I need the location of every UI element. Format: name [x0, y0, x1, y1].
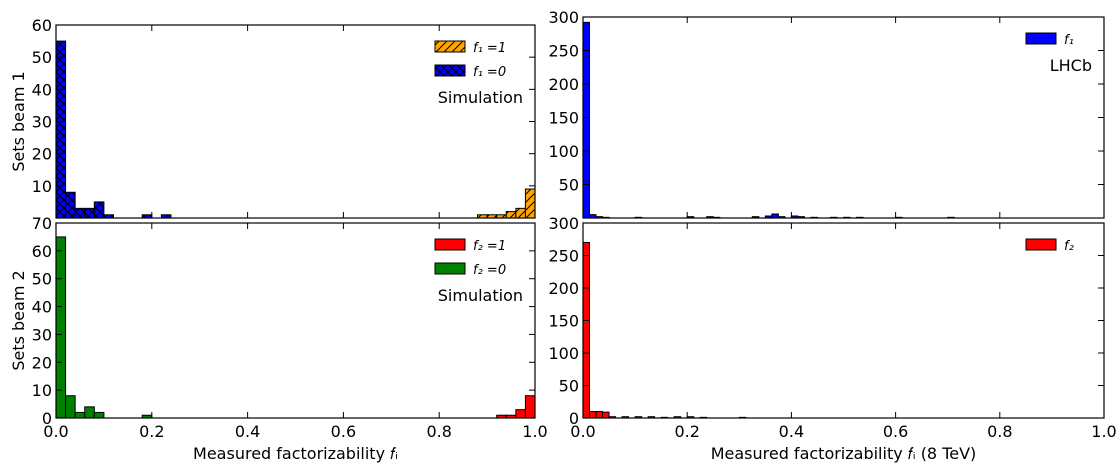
bar-left-bottom-s0-b2 [515, 409, 526, 419]
ytick-label: 250 [548, 247, 579, 266]
x-axis-label: Measured factorizability 𝑓ᵢ (8 TeV) [711, 444, 977, 463]
legend-left-bottom: f₂ =1 f₂ =0 [434, 238, 506, 278]
axes-frame-left-bottom [55, 222, 536, 419]
ytick-label: 20 [32, 145, 52, 164]
panel-annotation: Simulation [438, 286, 523, 305]
ytick-label: 50 [32, 48, 52, 67]
ytick-label: 300 [548, 214, 579, 233]
ytick-label: 100 [548, 344, 579, 363]
xtick-label: 0.4 [235, 422, 260, 441]
ytick-label: 200 [548, 75, 579, 94]
ytick-label: 50 [32, 270, 52, 289]
ytick-label: 40 [32, 80, 52, 99]
axes-frame-right-top [582, 16, 1105, 219]
bar-right-top-s0-b0 [582, 21, 591, 219]
ytick-label: 10 [32, 177, 52, 196]
bar-left-top-s0-b5 [524, 188, 536, 219]
ytick-label: 0 [569, 409, 579, 428]
bar-right-top-s0-b10 [771, 213, 779, 219]
bar-right-bottom-s0-b2 [595, 411, 604, 419]
ytick-label: 250 [548, 42, 579, 61]
bar-left-bottom-s1-b2 [74, 411, 86, 419]
ytick-label: 30 [32, 113, 52, 132]
bar-left-top-s1-b3 [84, 207, 95, 219]
axes-frame-left-top [55, 24, 536, 219]
bar-left-top-s1-b0 [55, 40, 67, 219]
bar-left-top-s1-b1 [65, 191, 76, 219]
xtick-label: 1.0 [522, 422, 547, 441]
bar-left-top-s1-b2 [74, 207, 86, 219]
legend-swatch [434, 40, 466, 53]
legend-swatch [434, 238, 466, 251]
bar-left-top-s0-b4 [515, 207, 526, 219]
ytick-label: 100 [548, 142, 579, 161]
ytick-label: 300 [548, 8, 579, 27]
ytick-label: 60 [32, 242, 52, 261]
bar-right-bottom-s0-b3 [602, 411, 610, 419]
legend-left-top: f₁ =1 f₁ =0 [434, 40, 506, 80]
legend-swatch [434, 262, 466, 275]
legend-label: f₂ =1 [473, 239, 506, 254]
panel-annotation: Simulation [438, 88, 523, 107]
y-axis-label: Sets beam 2 [9, 270, 28, 370]
x-axis-label: Measured factorizability 𝑓ᵢ [193, 444, 398, 463]
y-axis-label: Sets beam 1 [9, 71, 28, 171]
legend-label: f₁ =0 [473, 65, 506, 80]
legend-label: f₁ [1064, 33, 1074, 48]
ytick-label: 0 [42, 409, 52, 428]
bar-left-bottom-s1-b3 [84, 406, 95, 419]
panel-right-top: 50 100 150 200 250 300 f₁ LHCb [548, 8, 1105, 219]
bar-left-top-s0-b3 [505, 211, 517, 219]
ytick-label: 50 [559, 176, 579, 195]
legend-label: f₂ =0 [473, 263, 506, 278]
panel-left-bottom: 0 10 20 30 40 50 60 70 0.0 0.2 0.4 0.6 0.8 1.0 Measure… [9, 214, 548, 463]
bar-left-bottom-s1-b1 [65, 395, 76, 419]
panel-annotation: LHCb [1050, 56, 1092, 75]
bar-left-bottom-s0-b3 [524, 395, 536, 419]
legend-swatch [1025, 238, 1057, 251]
legend-label: f₂ [1064, 239, 1074, 254]
ytick-label: 70 [32, 214, 52, 233]
xtick-label: 0.2 [674, 422, 699, 441]
legend-right-bottom: f₂ [1025, 238, 1074, 254]
bar-right-bottom-s0-b1 [589, 411, 597, 419]
xtick-label: 0.8 [987, 422, 1012, 441]
xtick-label: 0.8 [426, 422, 451, 441]
ytick-label: 40 [32, 298, 52, 317]
ytick-label: 200 [548, 279, 579, 298]
legend-label: f₁ =1 [473, 41, 506, 56]
bar-left-bottom-s1-b4 [93, 411, 105, 419]
ytick-label: 30 [32, 325, 52, 344]
panel-right-bottom: 0 50 100 150 200 250 300 0.0 0.2 0.4 0.6 0.8 1.0 Meas… [548, 214, 1116, 463]
legend-swatch [1025, 32, 1057, 45]
ytick-label: 20 [32, 353, 52, 372]
axes-frame-right-bottom [582, 222, 1105, 419]
xtick-label: 0.4 [779, 422, 804, 441]
legend-swatch [434, 64, 466, 77]
ytick-label: 150 [548, 312, 579, 331]
xtick-label: 0.0 [570, 422, 595, 441]
bar-right-bottom-s0-b0 [582, 242, 591, 419]
legend-right-top: f₁ [1025, 32, 1074, 48]
xtick-label: 0.0 [43, 422, 68, 441]
ytick-label: 60 [32, 16, 52, 35]
xtick-label: 0.6 [331, 422, 356, 441]
xtick-label: 0.6 [883, 422, 908, 441]
xtick-label: 0.2 [139, 422, 164, 441]
xtick-label: 1.0 [1091, 422, 1116, 441]
bar-left-top-s1-b4 [93, 201, 105, 219]
ytick-label: 10 [32, 381, 52, 400]
ytick-label: 150 [548, 109, 579, 128]
ytick-label: 50 [559, 377, 579, 396]
bar-left-bottom-s1-b0 [55, 236, 67, 419]
panel-left-top: 10 20 30 40 50 60 Sets beam 1 f₁ =1 f₁ =0 Simulat… [9, 16, 536, 219]
